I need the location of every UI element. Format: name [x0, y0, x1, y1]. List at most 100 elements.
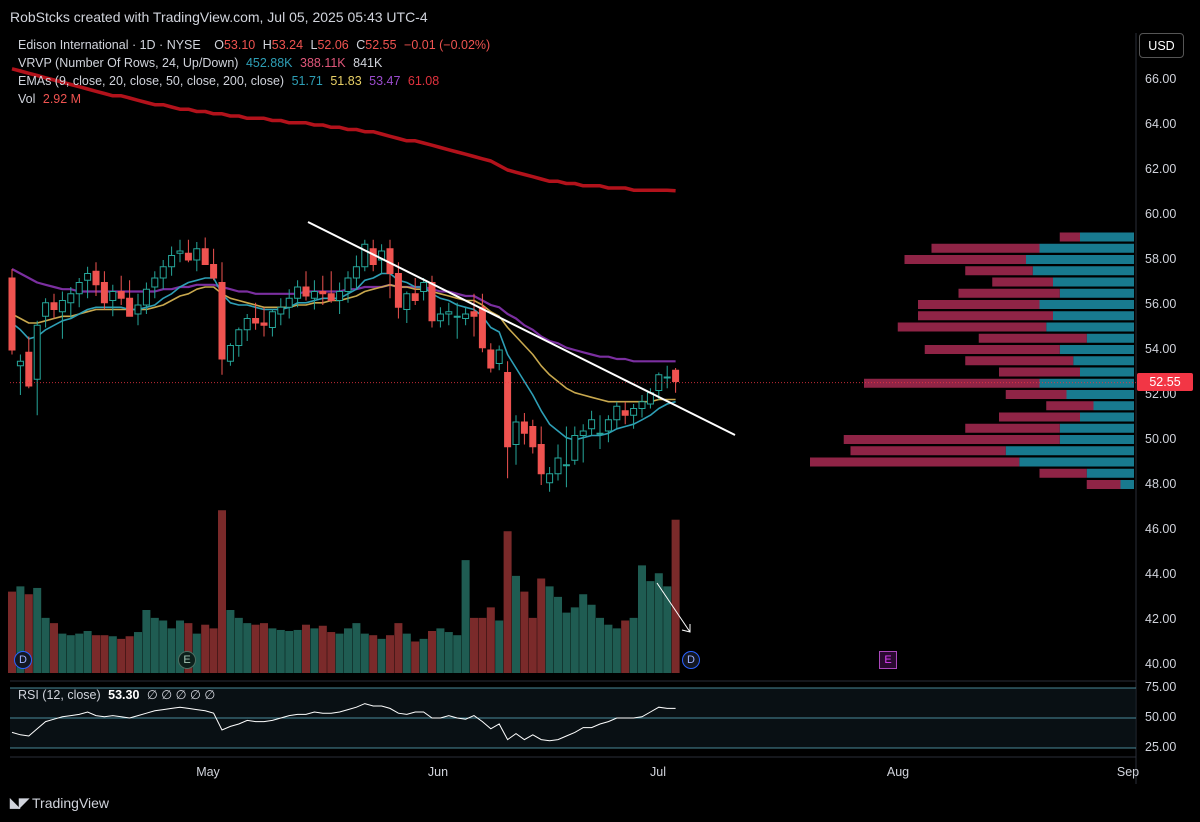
volume-bar: [92, 635, 100, 673]
vrvp-down-bar: [999, 367, 1080, 377]
candle-body: [268, 311, 276, 328]
volume-bar: [377, 638, 386, 673]
volume-bar: [176, 620, 184, 673]
candle-body: [235, 329, 243, 346]
ema200-value: 61.08: [407, 74, 440, 88]
candle-body: [260, 322, 268, 326]
candle-body: [663, 376, 671, 379]
low-value: 52.06: [317, 38, 349, 52]
ema9-value: 51.71: [291, 74, 323, 88]
earnings-badge-past[interactable]: E: [178, 651, 196, 669]
price-tick-label: 48.00: [1145, 477, 1177, 491]
price-tick-label: 62.00: [1145, 162, 1177, 176]
footer-brand[interactable]: ◣◤ TradingView: [10, 795, 109, 811]
vrvp-down-bar: [978, 333, 1087, 343]
ema50-line: [11, 268, 676, 363]
candle-body: [184, 252, 192, 261]
candle-body: [621, 410, 629, 416]
vrvp-up-bar: [1086, 468, 1134, 478]
candle-body: [613, 405, 621, 421]
legend-ohlc: Edison International · 1D · NYSE O53.10 …: [18, 38, 494, 52]
tradingview-logo-icon: ◣◤: [10, 795, 29, 810]
candle-body: [252, 318, 260, 324]
vrvp-down-bar: [1039, 468, 1087, 478]
candle-body: [445, 311, 453, 315]
price-tick-label: 44.00: [1145, 567, 1177, 581]
volume-bar: [419, 638, 428, 673]
vrvp-up-bar: [1073, 356, 1134, 366]
earnings-badge-upcoming[interactable]: E: [879, 651, 897, 669]
volume-bar: [125, 636, 134, 673]
price-tick-label: 54.00: [1145, 342, 1177, 356]
volume-bar: [142, 610, 151, 673]
candle-body: [142, 288, 150, 306]
candle-body: [327, 293, 335, 301]
volume-arrow-head: [681, 624, 691, 633]
candle-body: [596, 432, 604, 435]
symbol-title[interactable]: Edison International · 1D · NYSE: [18, 38, 201, 52]
volume-bar: [58, 633, 67, 673]
candle-body: [294, 286, 302, 299]
rsi-legend[interactable]: RSI (12, close) 53.30 ∅ ∅ ∅ ∅ ∅: [18, 687, 215, 702]
volume-bar: [428, 631, 436, 673]
vrvp-down-bar: [924, 345, 1060, 354]
vrvp-down-bar: [965, 266, 1033, 276]
legend-vol[interactable]: Vol 2.92 M: [18, 92, 85, 106]
legend-vrvp[interactable]: VRVP (Number Of Rows, 24, Up/Down) 452.8…: [18, 56, 386, 70]
vrvp-down-bar: [1046, 401, 1094, 411]
candle-body: [16, 360, 24, 367]
volume-bar: [66, 635, 75, 673]
dividend-badge-2[interactable]: D: [682, 651, 700, 669]
volume-bar: [83, 631, 92, 673]
vrvp-down-bar: [864, 378, 1040, 388]
vrvp-down-bar: [897, 322, 1047, 332]
candle-body: [319, 291, 327, 295]
dividend-badge-1[interactable]: D: [14, 651, 32, 669]
volume-bar: [562, 612, 571, 673]
price-tick-label: 56.00: [1145, 297, 1177, 311]
vrvp-up-bar: [1046, 322, 1134, 332]
volume-bar: [486, 607, 495, 673]
volume-bar: [108, 636, 117, 673]
vrvp-up-bar: [1039, 378, 1134, 388]
volume-bar: [495, 620, 504, 673]
volume-bar: [394, 623, 403, 673]
low-label: L: [310, 38, 318, 52]
volume-bar: [453, 635, 462, 673]
volume-bar: [503, 531, 512, 673]
time-tick-label: Jun: [427, 765, 449, 779]
candle-body: [126, 297, 134, 317]
vrvp-up-bar: [1005, 446, 1134, 456]
candle-body: [100, 282, 108, 304]
volume-bar: [470, 617, 478, 673]
vrvp-down-bar: [904, 255, 1026, 264]
volume-bar: [638, 565, 646, 673]
candle-body: [58, 300, 66, 313]
rsi-line: [11, 703, 676, 742]
price-tick-label: 60.00: [1145, 207, 1177, 221]
candle-body: [42, 302, 50, 317]
candle-body: [33, 324, 41, 380]
time-tick-label: Sep: [1116, 765, 1140, 779]
vrvp-up-bar: [1053, 311, 1134, 321]
vrvp-down-bar: [1086, 480, 1121, 489]
volume-bar: [411, 641, 420, 673]
vrvp-down-bar: [918, 311, 1053, 321]
ema20-value: 51.83: [330, 74, 362, 88]
vrvp-down-bar: [965, 356, 1074, 366]
legend-emas[interactable]: EMAs (9, close, 20, close, 50, close, 20…: [18, 74, 443, 88]
candle-body: [117, 291, 125, 299]
candle-body: [529, 426, 537, 448]
volume-bar: [478, 617, 487, 673]
volume-bar: [402, 633, 411, 673]
price-tick-label: 50.00: [1145, 432, 1177, 446]
candle-body: [352, 266, 360, 279]
candle-body: [210, 264, 218, 279]
currency-button[interactable]: USD: [1139, 33, 1184, 58]
candle-body: [310, 291, 318, 299]
vrvp-up-bar: [1059, 423, 1134, 433]
vrvp-down-bar: [918, 300, 1040, 309]
vrvp-up-bar: [1120, 480, 1134, 489]
vrvp-up-bar: [1059, 288, 1134, 298]
